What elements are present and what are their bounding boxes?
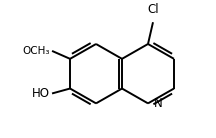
- Text: N: N: [154, 97, 163, 110]
- Text: OCH₃: OCH₃: [22, 46, 50, 56]
- Text: HO: HO: [32, 87, 50, 100]
- Text: Cl: Cl: [147, 3, 159, 16]
